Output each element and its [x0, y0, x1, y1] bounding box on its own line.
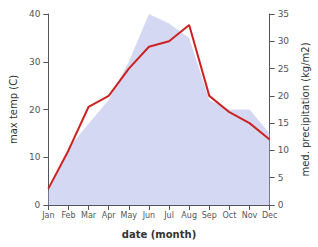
svg-text:40: 40 — [29, 9, 41, 19]
svg-text:date (month): date (month) — [122, 229, 196, 240]
svg-text:May: May — [121, 211, 138, 220]
svg-text:30: 30 — [29, 57, 41, 67]
svg-text:Jan: Jan — [41, 211, 54, 220]
svg-text:35: 35 — [278, 9, 289, 19]
svg-text:10: 10 — [29, 152, 41, 162]
svg-text:Oct: Oct — [222, 211, 236, 220]
svg-text:med. precipitation (kg/m2): med. precipitation (kg/m2) — [300, 42, 311, 176]
svg-text:0: 0 — [278, 200, 284, 210]
svg-text:25: 25 — [278, 64, 289, 74]
svg-text:Apr: Apr — [102, 211, 117, 220]
svg-text:Aug: Aug — [181, 211, 197, 220]
svg-text:Mar: Mar — [81, 211, 97, 220]
svg-text:Nov: Nov — [242, 211, 258, 220]
svg-text:15: 15 — [278, 118, 289, 128]
svg-text:10: 10 — [278, 145, 290, 155]
svg-text:30: 30 — [278, 36, 290, 46]
svg-text:Feb: Feb — [61, 211, 75, 220]
svg-text:Sep: Sep — [202, 211, 217, 220]
svg-text:Dec: Dec — [262, 211, 277, 220]
svg-text:20: 20 — [29, 105, 41, 115]
svg-text:5: 5 — [278, 173, 284, 183]
svg-text:20: 20 — [278, 91, 290, 101]
svg-text:Jun: Jun — [142, 211, 156, 220]
svg-text:max temp (C): max temp (C) — [8, 75, 19, 144]
svg-text:Jul: Jul — [163, 211, 174, 220]
svg-text:0: 0 — [35, 200, 41, 210]
